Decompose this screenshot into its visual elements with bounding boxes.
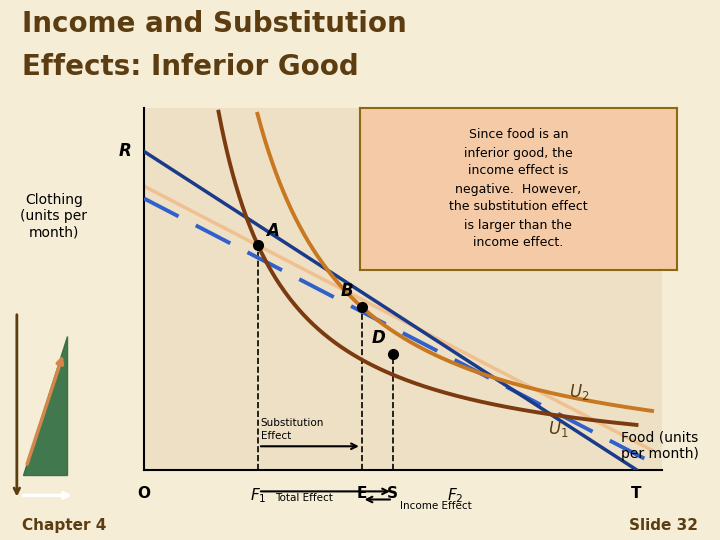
Text: $F_1$: $F_1$ [250,486,266,505]
Text: Substitution
Effect: Substitution Effect [261,418,324,441]
Text: Clothing
(units per
month): Clothing (units per month) [20,193,88,239]
Text: A: A [266,222,279,240]
Text: D: D [372,329,386,347]
Text: S: S [387,486,398,501]
Text: Income and Substitution: Income and Substitution [22,10,406,38]
Text: Slide 32: Slide 32 [629,518,698,533]
Text: $F_2$: $F_2$ [447,486,463,505]
Text: Effects: Inferior Good: Effects: Inferior Good [22,53,359,82]
Text: $U_2$: $U_2$ [569,382,590,402]
Polygon shape [23,336,68,475]
Text: R: R [118,143,131,160]
Text: Chapter 4: Chapter 4 [22,518,106,533]
Text: $U_1$: $U_1$ [549,418,569,438]
Text: T: T [631,486,642,501]
Text: B: B [341,282,354,300]
Text: Food (units
per month): Food (units per month) [621,430,698,461]
Text: Since food is an
inferior good, the
income effect is
negative.  However,
the sub: Since food is an inferior good, the inco… [449,129,588,249]
Text: E: E [356,486,367,501]
Text: Total Effect: Total Effect [275,493,333,503]
Text: O: O [138,486,150,501]
Text: Income Effect: Income Effect [400,501,472,511]
